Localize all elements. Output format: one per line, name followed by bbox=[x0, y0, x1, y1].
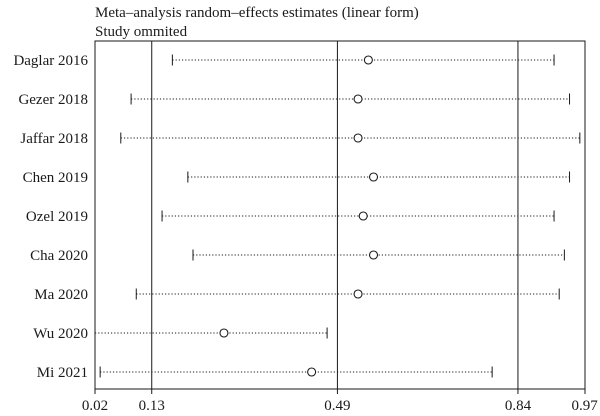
chart-title: Meta–analysis random–effects estimates (… bbox=[95, 5, 419, 21]
study-rows bbox=[94, 54, 581, 378]
study-label: Ozel 2019 bbox=[26, 209, 88, 225]
x-tick-label: 0.02 bbox=[82, 398, 108, 414]
point-estimate bbox=[219, 328, 229, 338]
point-estimate bbox=[363, 55, 373, 65]
study-label: Chen 2019 bbox=[23, 170, 88, 186]
study-label: Ma 2020 bbox=[34, 287, 88, 303]
study-labels: Daglar 2016 Gezer 2018 Jaffar 2018 Chen 201… bbox=[13, 53, 88, 381]
study-label: Wu 2020 bbox=[33, 326, 88, 342]
x-tick-label: 0.97 bbox=[572, 398, 599, 414]
reference-lines bbox=[151, 41, 519, 389]
point-estimate bbox=[368, 172, 379, 182]
plot-frame bbox=[94, 40, 586, 390]
study-row bbox=[187, 171, 571, 183]
study-label: Gezer 2018 bbox=[18, 92, 88, 108]
study-label: Daglar 2016 bbox=[13, 53, 88, 69]
study-label: Jaffar 2018 bbox=[20, 131, 88, 147]
study-row bbox=[120, 132, 581, 144]
study-row bbox=[99, 366, 493, 378]
x-tick-label: 0.84 bbox=[505, 398, 532, 414]
x-axis: 0.02 0.13 0.49 0.84 0.97 bbox=[82, 389, 598, 414]
point-estimate bbox=[353, 94, 363, 104]
study-row bbox=[192, 249, 565, 261]
study-row bbox=[171, 54, 555, 66]
study-row bbox=[94, 327, 328, 339]
study-label: Mi 2021 bbox=[37, 365, 88, 381]
chart-subtitle: Study ommited bbox=[95, 24, 188, 40]
point-estimate bbox=[353, 289, 363, 299]
point-estimate bbox=[353, 133, 363, 143]
point-estimate bbox=[307, 367, 317, 377]
study-label: Cha 2020 bbox=[30, 248, 88, 264]
x-tick-label: 0.13 bbox=[139, 398, 165, 414]
study-row bbox=[161, 210, 555, 222]
x-tick-label: 0.49 bbox=[324, 398, 350, 414]
point-estimate bbox=[368, 250, 379, 260]
study-row bbox=[135, 288, 560, 300]
study-row bbox=[130, 93, 571, 105]
point-estimate bbox=[358, 211, 368, 221]
